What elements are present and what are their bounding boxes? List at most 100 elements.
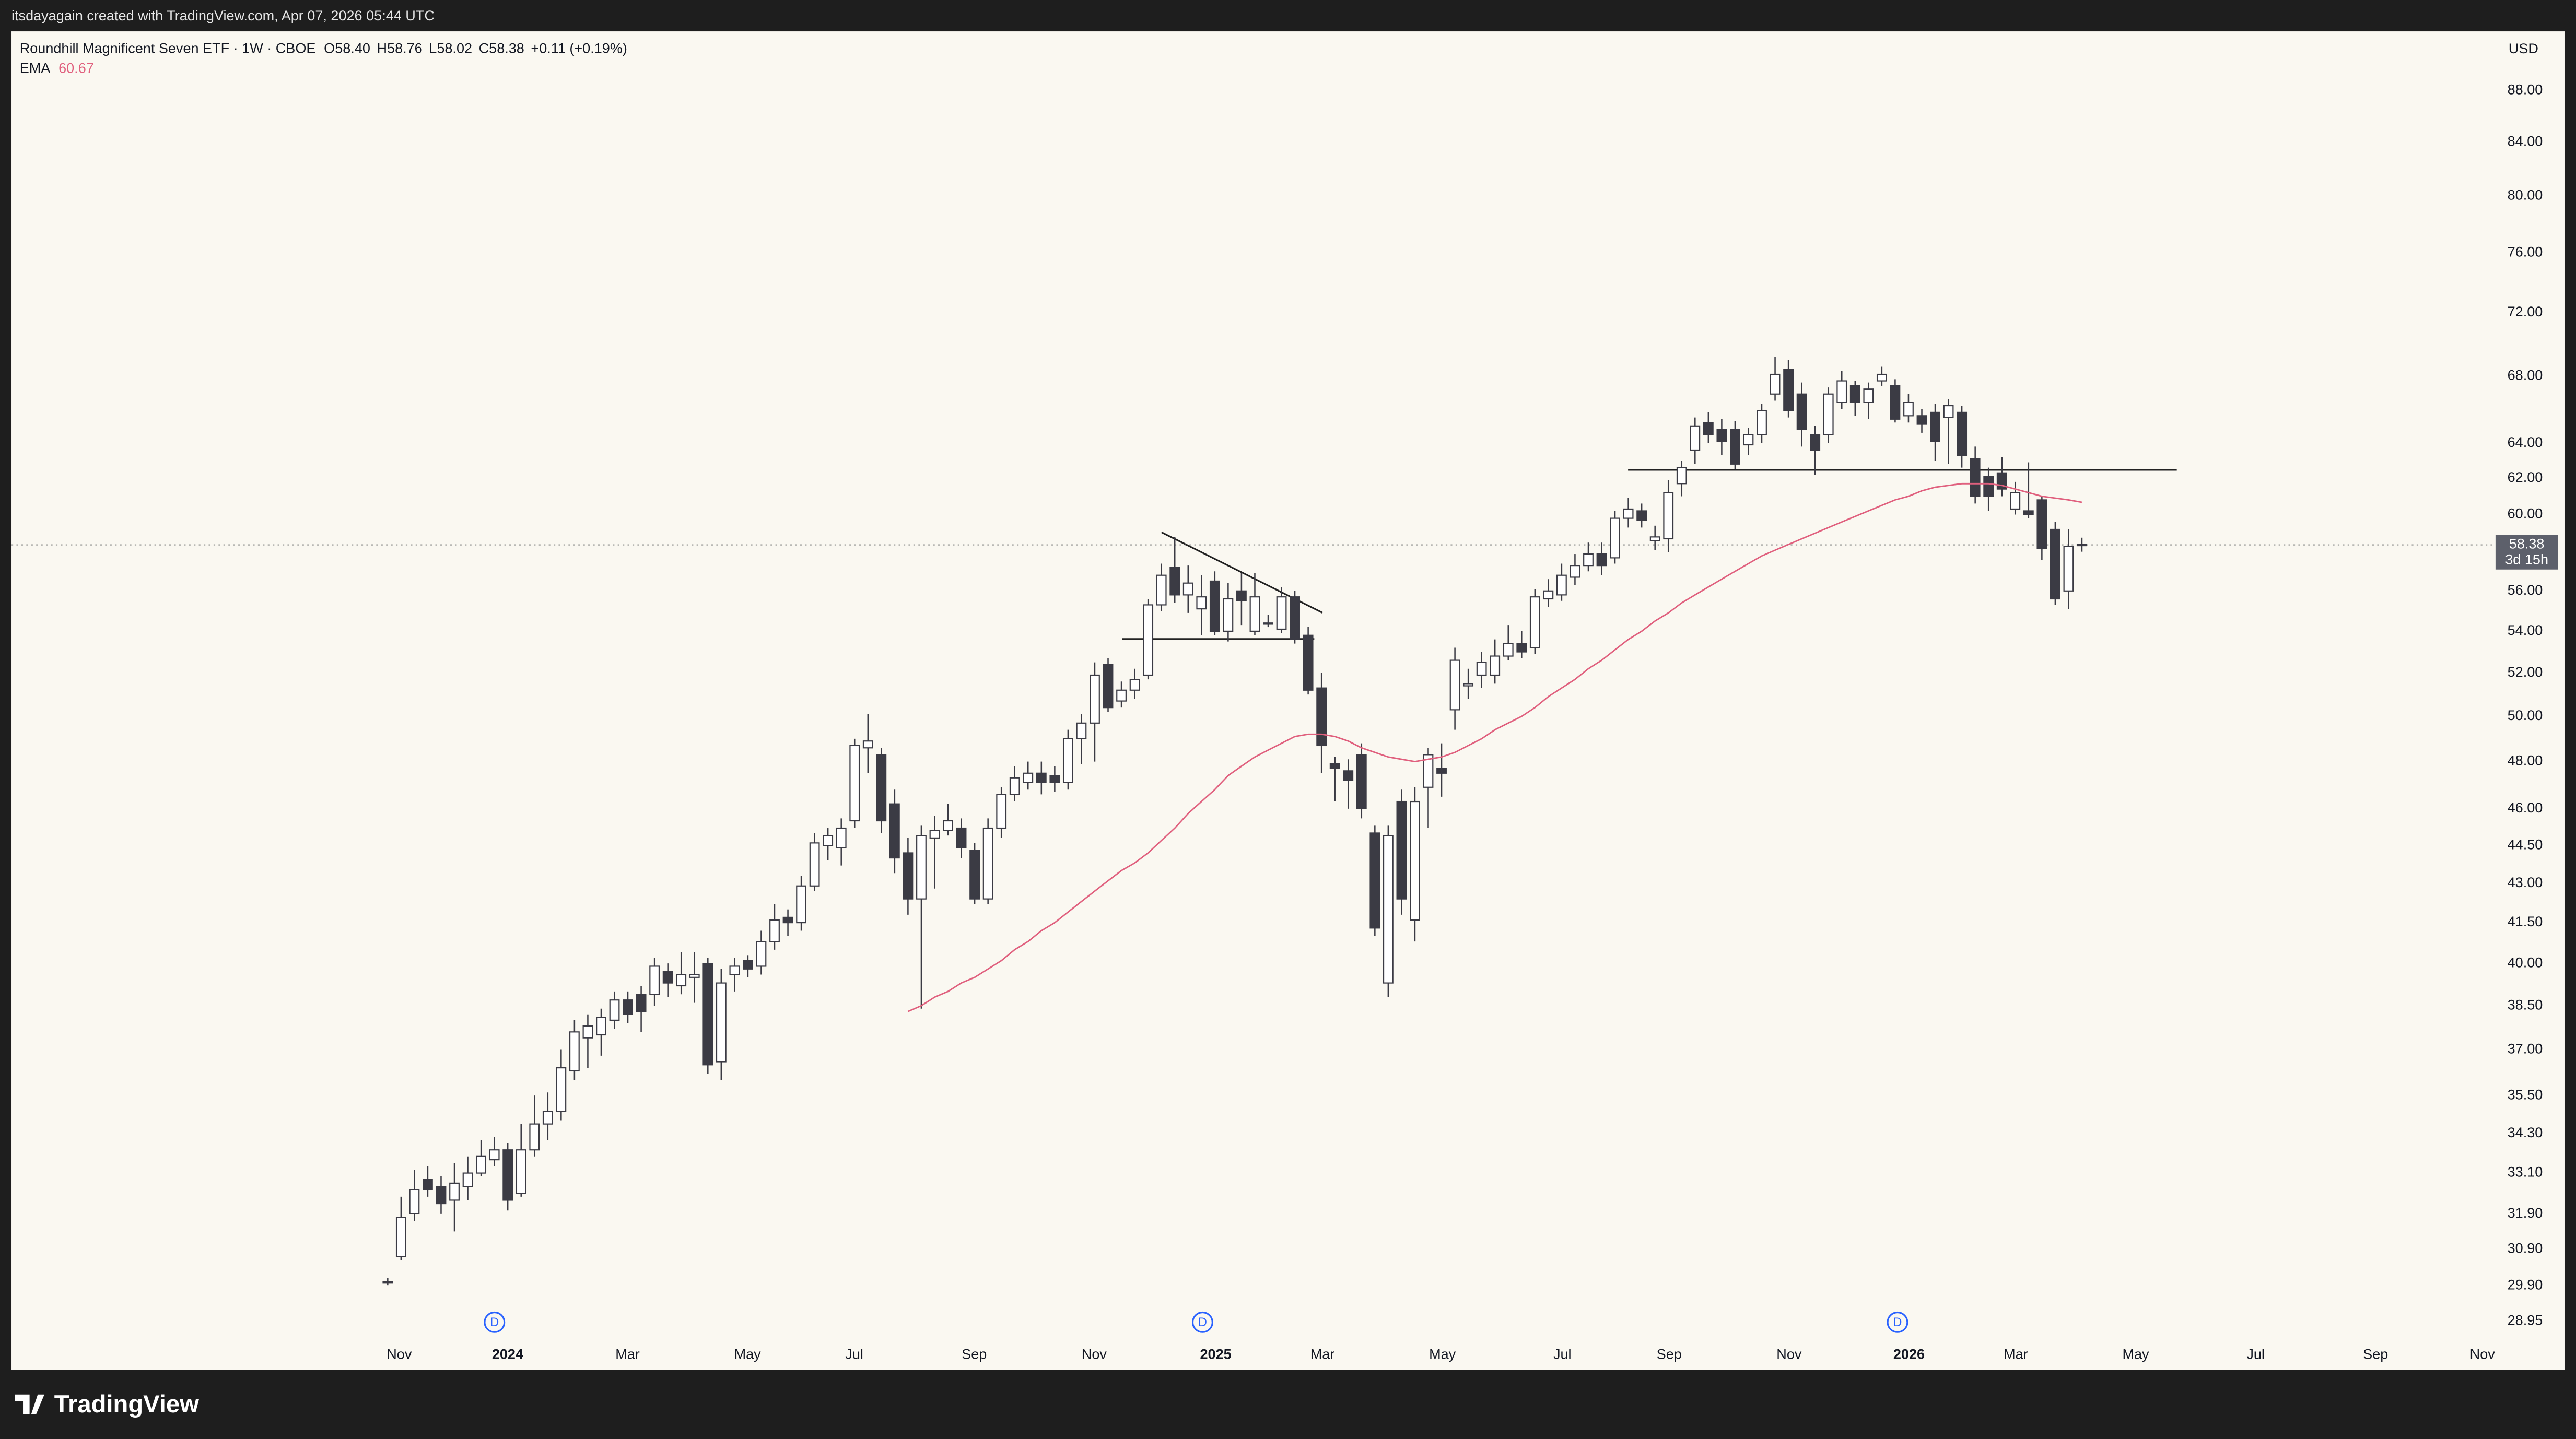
- candle-body: [1529, 596, 1540, 648]
- candle-body: [662, 971, 673, 984]
- candle-body: [1129, 679, 1140, 691]
- candle-body: [1036, 772, 1047, 783]
- candle-body: [769, 919, 780, 942]
- candle-body: [409, 1189, 420, 1214]
- x-tick-label: May: [2122, 1346, 2149, 1362]
- candle-body: [1836, 380, 1847, 403]
- y-tick-label: 33.10: [2508, 1164, 2543, 1180]
- candle-body: [489, 1149, 500, 1161]
- y-tick-label: 31.90: [2508, 1205, 2543, 1221]
- candle-body: [929, 830, 940, 839]
- candle-body: [1196, 596, 1207, 610]
- candle-body: [582, 1025, 593, 1039]
- dividend-marker: [1887, 1311, 1908, 1333]
- candle-body: [1090, 674, 1100, 724]
- candle-body: [809, 842, 820, 887]
- y-tick-label: 56.00: [2508, 582, 2543, 598]
- candle-body: [1783, 369, 1794, 411]
- candle-body: [876, 754, 887, 822]
- candle-body: [1410, 800, 1420, 921]
- candle-body: [743, 960, 753, 970]
- ohlc-value: 58.38: [489, 41, 524, 56]
- candle-body: [623, 999, 633, 1015]
- candle-body: [1890, 385, 1901, 420]
- y-tick-label: 48.00: [2508, 753, 2543, 769]
- candle-body: [1849, 385, 1860, 403]
- x-tick-label: Mar: [1310, 1346, 1335, 1362]
- candle-body: [2077, 544, 2087, 547]
- candle-body: [542, 1111, 553, 1125]
- candle-body: [1623, 508, 1634, 519]
- candle-body: [649, 965, 660, 995]
- candle-body: [1290, 596, 1300, 640]
- candle-body: [1596, 553, 1607, 567]
- candle-body: [689, 974, 700, 978]
- y-tick-label: 29.90: [2508, 1277, 2543, 1292]
- x-tick-label: Nov: [2470, 1346, 2496, 1362]
- candle-body: [1449, 659, 1460, 711]
- indicator-value: 60.67: [58, 61, 94, 76]
- candle-body: [823, 835, 834, 846]
- candle-body: [2050, 528, 2060, 600]
- candle-body: [716, 982, 727, 1063]
- candle-body: [1023, 772, 1034, 783]
- x-tick-label: May: [734, 1346, 762, 1362]
- candle-body: [782, 916, 793, 924]
- x-tick-label: Jul: [1553, 1346, 1572, 1362]
- candle-body: [1356, 754, 1367, 809]
- y-tick-label: 35.50: [2508, 1087, 2543, 1102]
- candle-body: [1436, 768, 1447, 774]
- candle-body: [969, 850, 980, 900]
- candle-body: [1730, 429, 1740, 465]
- candle-body: [729, 965, 740, 975]
- candle-body: [903, 852, 914, 900]
- candle-body: [1636, 510, 1647, 521]
- candle-body: [1316, 687, 1327, 747]
- y-tick-label: 43.00: [2508, 875, 2543, 890]
- y-tick-label: 84.00: [2508, 133, 2543, 149]
- candle-body: [382, 1281, 393, 1284]
- candle-body: [1796, 393, 1807, 430]
- candle-body: [1423, 754, 1434, 788]
- candle-body: [1583, 553, 1594, 567]
- candle-body: [1903, 402, 1914, 417]
- candle-body: [1690, 425, 1701, 451]
- x-tick-label: Mar: [615, 1346, 640, 1362]
- candle-body: [1516, 643, 1527, 653]
- y-tick-label: 46.00: [2508, 800, 2543, 816]
- dividend-marker: [1191, 1311, 1213, 1333]
- x-tick-label: 2025: [1200, 1346, 1232, 1362]
- ohlc-key: C: [479, 41, 489, 56]
- candle-body: [1810, 434, 1821, 451]
- y-tick-label: 38.50: [2508, 997, 2543, 1012]
- x-tick-label: Nov: [387, 1346, 412, 1362]
- dividend-marker: [484, 1311, 506, 1333]
- candle-body: [1263, 622, 1273, 625]
- candle-body: [956, 827, 967, 848]
- ohlc-value: 58.02: [437, 41, 472, 56]
- candle-body: [1249, 596, 1260, 632]
- indicator-legend: EMA 60.67: [20, 61, 94, 76]
- candle-body: [1169, 567, 1180, 596]
- instrument-title: Roundhill Magnificent Seven ETF · 1W · C…: [20, 41, 316, 56]
- candle-body: [1182, 582, 1193, 596]
- y-tick-label: 54.00: [2508, 622, 2543, 638]
- y-tick-label: 50.00: [2508, 707, 2543, 723]
- candle-body: [1009, 777, 1020, 795]
- y-tick-label: 52.00: [2508, 664, 2543, 680]
- tradingview-logo: TradingView: [15, 1390, 199, 1418]
- price-label-box: [2495, 535, 2558, 570]
- dividend-label: D: [1893, 1315, 1902, 1329]
- candle-body: [609, 999, 620, 1021]
- candle-body: [476, 1155, 487, 1174]
- x-tick-label: Mar: [2004, 1346, 2028, 1362]
- candle-body: [1503, 643, 1514, 657]
- candle-body: [1876, 373, 1887, 382]
- candle-body: [436, 1186, 447, 1205]
- candle-body: [1076, 722, 1087, 739]
- candle-body: [1970, 458, 1981, 497]
- candle-body: [1983, 476, 1994, 497]
- ohlc-key: O: [324, 41, 335, 56]
- x-tick-label: 2024: [492, 1346, 523, 1362]
